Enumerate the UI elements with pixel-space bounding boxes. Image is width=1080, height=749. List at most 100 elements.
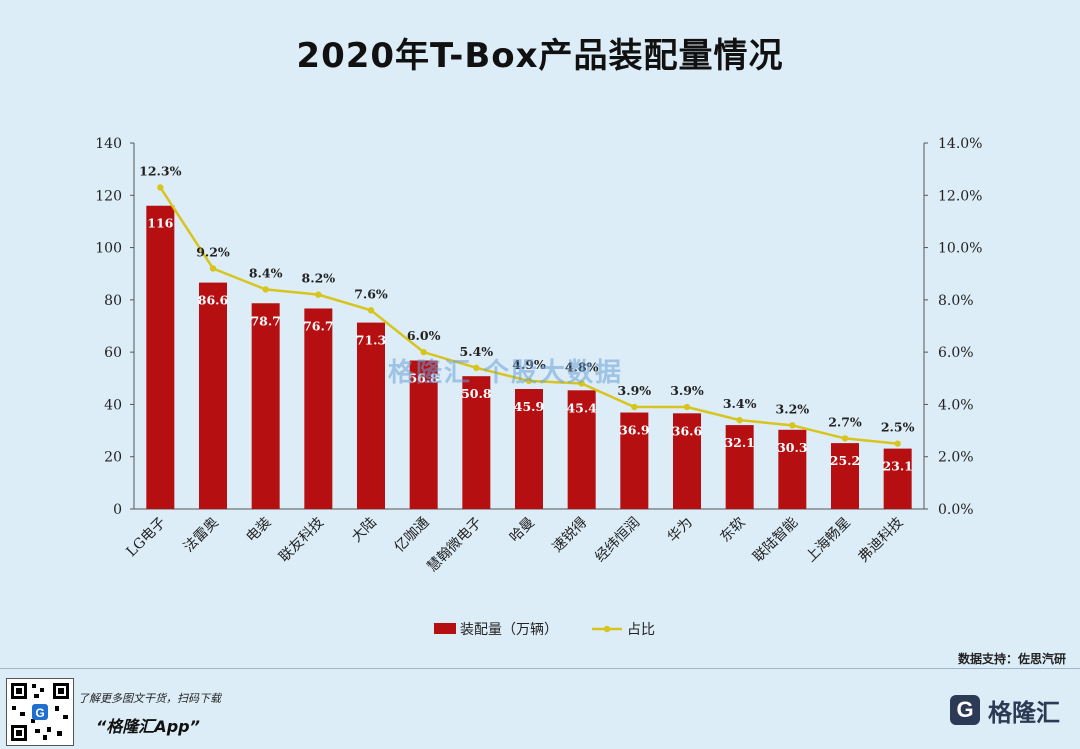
left-tick-label: 140 bbox=[95, 136, 122, 152]
bar-value-label: 30.3 bbox=[777, 440, 807, 455]
bar bbox=[462, 376, 491, 509]
bar-value-label: 45.9 bbox=[514, 399, 544, 414]
right-tick-label: 10.0% bbox=[938, 241, 982, 257]
bar bbox=[357, 322, 385, 509]
left-tick-label: 120 bbox=[95, 188, 122, 204]
bar-value-label: 116 bbox=[147, 216, 173, 231]
category-label: 慧翰微电子 bbox=[424, 515, 485, 576]
bar-value-label: 36.6 bbox=[672, 423, 703, 438]
left-tick-label: 40 bbox=[104, 397, 122, 413]
legend-bar-swatch bbox=[434, 623, 456, 634]
bar bbox=[146, 205, 175, 509]
category-label: 电装 bbox=[243, 515, 274, 546]
share-point bbox=[683, 403, 691, 411]
share-value-label: 8.4% bbox=[249, 265, 283, 280]
share-value-label: 5.4% bbox=[460, 344, 494, 359]
right-tick-label: 2.0% bbox=[938, 450, 974, 466]
share-value-label: 4.9% bbox=[512, 357, 546, 372]
share-value-label: 2.5% bbox=[881, 420, 915, 435]
category-label: 经纬恒润 bbox=[592, 515, 643, 566]
legend-bar-label: 装配量（万辆） bbox=[460, 622, 558, 638]
bar bbox=[725, 425, 754, 509]
bar bbox=[199, 282, 227, 509]
share-point bbox=[841, 435, 849, 442]
share-value-label: 7.6% bbox=[354, 286, 388, 301]
share-value-label: 2.7% bbox=[828, 414, 862, 429]
category-label: LG电子 bbox=[124, 515, 170, 561]
bar-value-label: 86.6 bbox=[198, 293, 229, 308]
category-label: 联友科技 bbox=[276, 515, 327, 566]
chart-title: 2020年T-Box产品装配量情况 bbox=[296, 36, 784, 76]
promo-app-name: “格隆汇App” bbox=[96, 717, 200, 736]
category-label: 华为 bbox=[665, 515, 696, 546]
category-label: 大陆 bbox=[349, 515, 380, 546]
share-point bbox=[631, 403, 638, 411]
brand-name: 格隆汇 bbox=[988, 698, 1060, 727]
share-value-label: 3.2% bbox=[776, 401, 810, 416]
svg-text:G: G bbox=[35, 706, 44, 720]
source-note: 数据支持：佐思汽研 bbox=[957, 652, 1066, 666]
bar-value-label: 76.7 bbox=[303, 318, 333, 333]
category-label: 弗迪科技 bbox=[856, 515, 907, 566]
bar-value-label: 56.8 bbox=[408, 371, 439, 386]
share-value-label: 3.4% bbox=[723, 396, 757, 411]
category-label: 速锐得 bbox=[549, 514, 591, 556]
chart: 0 20 40 60 80 100 120 140 0.0% 2.0% 4.0% 6.0% 8.0% 10… bbox=[95, 136, 982, 638]
bar bbox=[778, 429, 807, 509]
share-value-label: 3.9% bbox=[670, 383, 704, 398]
right-tick-label: 12.0% bbox=[938, 188, 982, 204]
share-point bbox=[367, 307, 375, 314]
bar bbox=[515, 389, 543, 509]
bar bbox=[831, 443, 859, 509]
category-label: 上海畅星 bbox=[803, 515, 854, 566]
left-tick-label: 100 bbox=[95, 241, 122, 257]
bar bbox=[883, 448, 912, 509]
bar-value-label: 45.4 bbox=[566, 400, 597, 415]
share-point bbox=[315, 291, 322, 298]
share-value-label: 6.0% bbox=[407, 328, 441, 343]
bar bbox=[673, 413, 701, 509]
share-point bbox=[525, 377, 533, 385]
category-label: 联陆智能 bbox=[750, 515, 801, 566]
left-tick-label: 60 bbox=[104, 345, 122, 361]
bar bbox=[620, 412, 649, 509]
bar-value-label: 32.1 bbox=[724, 435, 754, 450]
right-tick-label: 6.0% bbox=[938, 345, 974, 361]
bar bbox=[409, 360, 438, 509]
share-point bbox=[789, 422, 796, 429]
bar bbox=[567, 390, 596, 509]
share-point bbox=[209, 265, 217, 272]
category-label: 哈曼 bbox=[507, 515, 538, 546]
share-value-label: 12.3% bbox=[139, 163, 181, 178]
bar-value-label: 25.2 bbox=[830, 453, 860, 468]
share-point bbox=[736, 416, 743, 424]
share-value-label: 4.8% bbox=[565, 360, 599, 375]
right-tick-label: 8.0% bbox=[938, 293, 974, 309]
share-point bbox=[473, 364, 480, 372]
share-point bbox=[262, 286, 269, 293]
qr-code-icon: G bbox=[6, 678, 74, 746]
watermark: 格隆汇 个股大数据 bbox=[388, 358, 624, 388]
bar-value-label: 23.1 bbox=[882, 459, 912, 474]
promo-subtext: 了解更多图文干货，扫码下载 bbox=[78, 692, 221, 705]
left-tick-label: 0 bbox=[113, 502, 122, 518]
share-point bbox=[894, 440, 901, 447]
bar-value-label: 78.7 bbox=[250, 313, 280, 328]
legend-line-marker bbox=[603, 625, 611, 633]
category-label: 亿咖通 bbox=[391, 515, 432, 556]
bar bbox=[251, 303, 280, 509]
right-tick-label: 14.0% bbox=[938, 136, 982, 152]
bar bbox=[304, 308, 333, 509]
share-point bbox=[578, 380, 585, 387]
share-value-label: 9.2% bbox=[196, 244, 230, 259]
right-tick-label: 4.0% bbox=[938, 397, 974, 413]
share-value-label: 3.9% bbox=[618, 383, 652, 398]
left-tick-label: 80 bbox=[104, 293, 122, 309]
brand-logo: G 格隆汇 bbox=[950, 690, 1060, 730]
brand-icon: G bbox=[950, 695, 980, 725]
right-tick-label: 0.0% bbox=[938, 502, 974, 518]
share-value-label: 8.2% bbox=[302, 271, 336, 286]
share-point bbox=[157, 184, 164, 191]
footer-divider bbox=[0, 668, 1080, 669]
bar-value-label: 71.3 bbox=[356, 333, 386, 348]
